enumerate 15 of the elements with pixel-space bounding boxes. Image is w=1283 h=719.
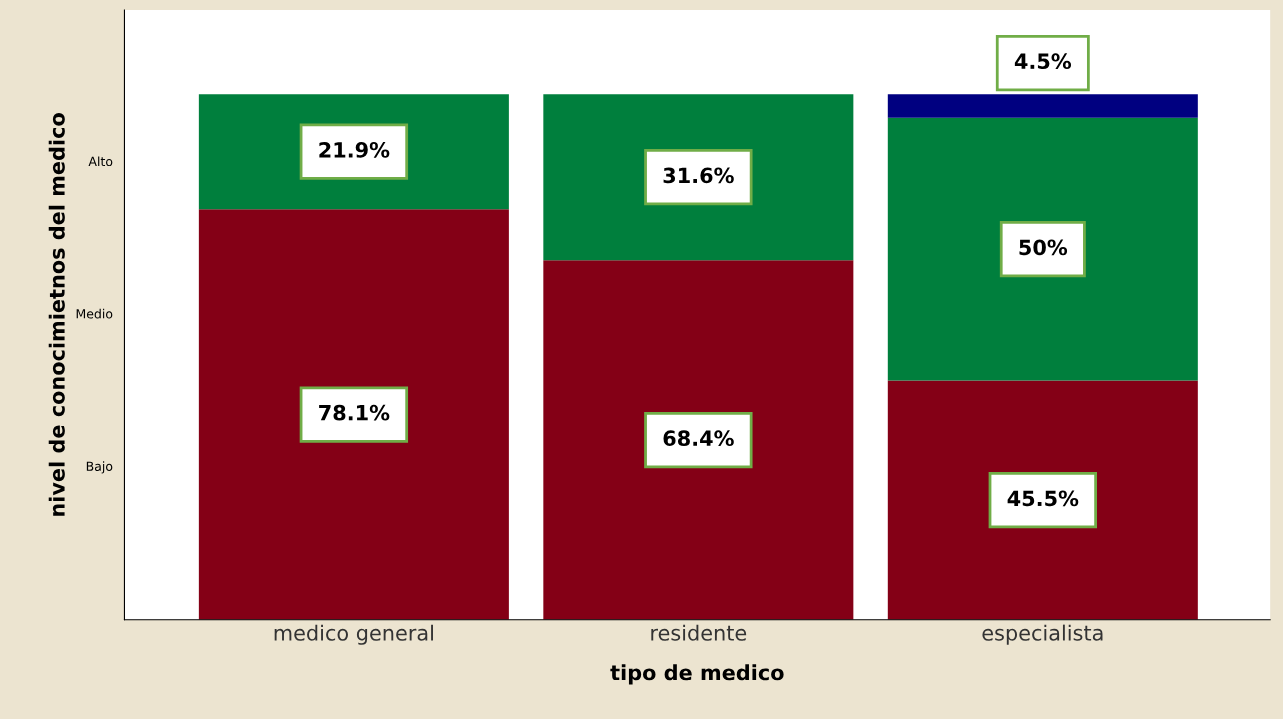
x-tick-label: residente (651, 624, 747, 641)
data-label: 4.5% (1014, 53, 1072, 70)
text: Medio (76, 308, 113, 319)
data-label: 31.6% (663, 167, 734, 184)
data-label: 78.1% (319, 404, 390, 421)
data-label: 21.9% (319, 142, 390, 158)
text: Alto (88, 156, 113, 167)
data-label: 50% (1019, 239, 1068, 256)
data-label: 45.5% (1007, 490, 1079, 507)
x-axis-title: tipo de medico (610, 664, 784, 685)
y-axis-title: nivel de conocimietnos del medico (48, 113, 65, 516)
text: Bajo (86, 461, 113, 474)
x-tick-label: especialista (982, 624, 1103, 645)
x-tick-label: medico general (274, 624, 433, 645)
data-label: 68.4% (663, 430, 734, 447)
